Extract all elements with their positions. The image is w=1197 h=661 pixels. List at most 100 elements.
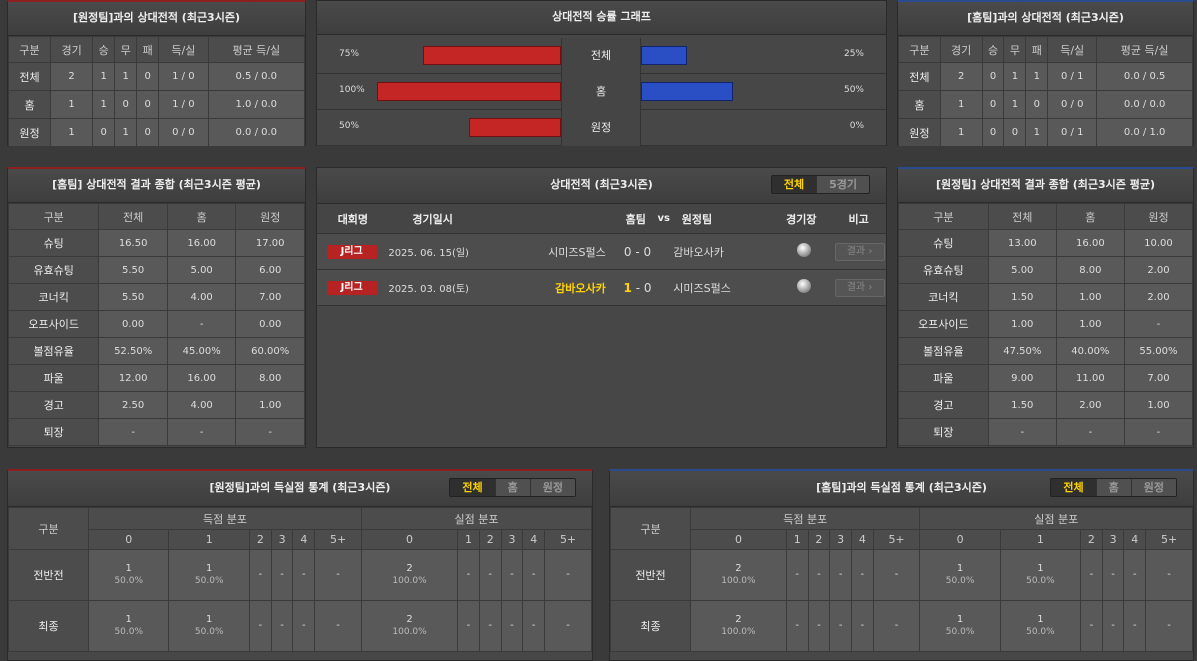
column-header: 평균 득/실 <box>207 36 306 63</box>
table-row: 전체 2 0 1 1 0 / 1 0.0 / 0.5 <box>898 62 1193 91</box>
table-cell: 8.00 <box>235 364 305 392</box>
tab-0[interactable]: 전체 <box>771 176 817 193</box>
panel-title: [원정팀]과의 득실점 통계 (최근3시즌) 전체 홈 원정 <box>8 471 592 507</box>
graph-row: 100% 50% 홈 <box>317 74 886 110</box>
table-row: 슈팅 16.50 16.00 17.00 <box>7 229 305 257</box>
table-cell: 1 <box>50 118 94 147</box>
table-cell: - <box>785 600 809 652</box>
result-button[interactable]: 결과 › <box>834 278 885 297</box>
row-header: 코너킥 <box>7 283 100 311</box>
venue-icon[interactable] <box>797 279 812 293</box>
table-cell: 1.00 <box>1055 283 1125 311</box>
column-header: 5+ <box>544 529 592 550</box>
row-header: 전체 <box>898 62 941 91</box>
row-header: 슈팅 <box>7 229 100 257</box>
table-cell: 0 <box>136 62 160 91</box>
tab-1[interactable]: 홈 <box>1095 479 1131 496</box>
tab-1[interactable]: 5경기 <box>816 176 869 193</box>
match-row: J리그 2025. 06. 15(일) 시미즈S펄스 0 - 0 감바오사카 결과 › <box>317 234 886 270</box>
table-row: 전반전 2 100.0% - - - - - 1 50.0% 1 50.0% - - - - <box>610 549 1193 601</box>
table-row: 오프사이드 1.00 1.00- <box>898 310 1194 338</box>
table-cell: - <box>457 549 480 601</box>
row-header: 오프사이드 <box>898 310 989 338</box>
table-cell: - <box>987 418 1057 446</box>
table-cell: - <box>544 549 592 601</box>
row-header: 파울 <box>898 364 989 392</box>
column-header: 득/실 <box>1047 36 1098 63</box>
matches-list: J리그 2025. 06. 15(일) 시미즈S펄스 0 - 0 감바오사카 결과 › J리… <box>317 234 886 306</box>
header-row: 0 1 2 3 4 5+ 0 1 2 3 4 5+ <box>9 529 592 550</box>
table-cell: - <box>292 549 316 601</box>
count: - <box>510 620 514 631</box>
table-cell: - <box>1055 418 1125 446</box>
row-header-label: 구분 <box>610 507 691 550</box>
count: - <box>488 620 493 631</box>
column-header: 5+ <box>314 529 363 550</box>
left-percent: 75% <box>339 49 360 59</box>
percent: 100.0% <box>721 576 756 586</box>
column-header: 1 <box>999 529 1082 550</box>
row-header-label: 구분 <box>8 507 89 550</box>
right-percent: 25% <box>843 49 864 59</box>
tab-2[interactable]: 원정 <box>529 479 575 496</box>
count: - <box>1089 620 1094 631</box>
count: 1 <box>125 563 132 574</box>
count: - <box>280 569 284 580</box>
match-date: 2025. 06. 15(일) <box>388 248 469 259</box>
panel-title: [홈팀]과의 상대전적 (최근3시즌) <box>898 2 1193 36</box>
tab-2[interactable]: 원정 <box>1130 479 1176 496</box>
count: 2 <box>406 614 413 625</box>
league-badge: J리그 <box>326 281 377 295</box>
table-cell: - <box>1101 549 1125 601</box>
column-header: 원정 <box>235 203 305 230</box>
table-cell: 1 <box>939 90 983 119</box>
venue-icon[interactable] <box>797 243 812 257</box>
table-cell: 2.00 <box>1123 256 1194 284</box>
count: - <box>894 620 899 631</box>
count: - <box>795 569 800 580</box>
row-header: 유효슈팅 <box>898 256 989 284</box>
table-cell: - <box>1123 418 1194 446</box>
col-date: 경기일시 <box>412 212 453 226</box>
row-header: 볼점유율 <box>898 337 989 365</box>
table-cell: 0.0 / 0.0 <box>1096 90 1193 119</box>
percent: 50.0% <box>945 576 975 586</box>
column-header: 구분 <box>7 36 52 63</box>
col-home: 홈팀 <box>625 212 646 226</box>
goals-table: 구분 득점 분포 실점 분포 0 1 2 3 4 5+ 0 1 2 3 4 5+ 전반전 2 100.0% - - - -… <box>610 507 1193 652</box>
result-button[interactable]: 결과 › <box>834 242 885 261</box>
tab-0[interactable]: 전체 <box>450 479 495 496</box>
count: - <box>336 569 340 580</box>
panel-title-text: [원정팀]과의 득실점 통계 (최근3시즌) <box>209 481 391 494</box>
goals-table: 구분 득점 분포 실점 분포 0 1 2 3 4 5+ 0 1 2 3 4 5+ 전반전 1 50.0% 1 50.0… <box>8 507 592 652</box>
table-cell: - <box>248 549 272 601</box>
row-header: 볼점유율 <box>7 337 100 365</box>
home-summary-panel: [홈팀] 상대전적 결과 종합 (최근3시즌 평균) 구분 전체 홈 원정 슈팅 16.5… <box>7 167 306 448</box>
table-cell: 4.00 <box>166 283 237 311</box>
tab-1[interactable]: 홈 <box>494 479 530 496</box>
panel-title: 상대전적 (최근3시즌) 전체 5경기 <box>317 168 886 204</box>
count: - <box>302 569 306 580</box>
away-summary-table: 구분 전체 홈 원정 슈팅 13.00 16.00 10.00 유효슈팅 5.00 8.00 2.00… <box>898 203 1194 446</box>
header-row: 0 1 2 3 4 5+ 0 1 2 3 4 5+ <box>611 529 1193 550</box>
table-cell: 7.00 <box>235 283 305 311</box>
table-row: 전반전 1 50.0% 1 50.0% - - - - 2 100.0% - - - - - <box>8 549 592 601</box>
panel-title: [원정팀] 상대전적 결과 종합 (최근3시즌 평균) <box>898 169 1193 203</box>
away-summary-panel: [원정팀] 상대전적 결과 종합 (최근3시즌 평균) 구분 전체 홈 원정 슈팅 13.… <box>897 167 1194 448</box>
count: - <box>258 569 263 580</box>
count: - <box>566 620 570 631</box>
table-cell: 1 50.0% <box>999 600 1082 652</box>
table-cell: 0 <box>1025 90 1049 119</box>
score-separator: - <box>631 280 644 295</box>
table-cell: 0 / 1 <box>1047 118 1098 147</box>
tab-0[interactable]: 전체 <box>1051 479 1096 496</box>
table-cell: 1 50.0% <box>919 600 1001 652</box>
table-cell: - <box>314 549 363 601</box>
column-header: 홈 <box>1055 203 1125 230</box>
row-header: 최종 <box>610 600 691 652</box>
matches-header: 대회명 경기일시 홈팀 vs 원정팀 경기장 비고 <box>317 204 886 234</box>
table-cell: 0 <box>136 118 160 147</box>
row-header: 경고 <box>7 391 100 419</box>
column-header: 4 <box>522 529 546 550</box>
table-cell: 2 <box>50 62 94 91</box>
